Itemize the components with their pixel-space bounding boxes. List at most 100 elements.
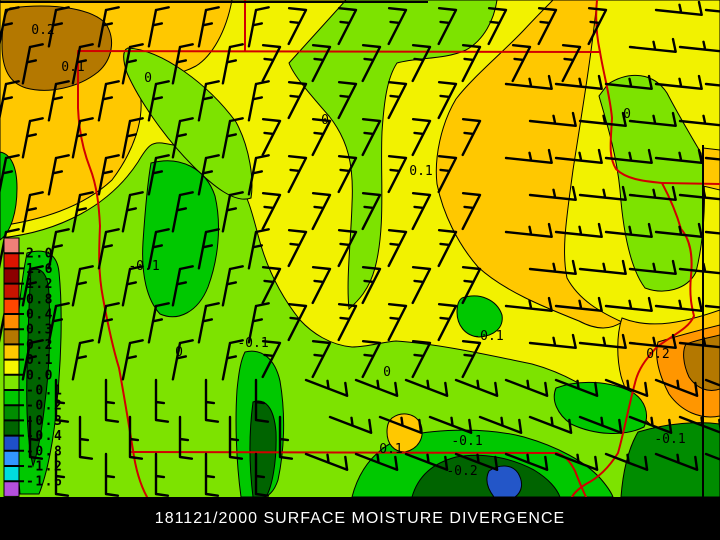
wind-barb — [54, 378, 70, 423]
wind-barb — [247, 228, 270, 270]
scale-label: 0.4 — [26, 308, 54, 323]
wind-barb — [71, 339, 94, 381]
wind-barb — [678, 188, 720, 201]
wind-barb — [511, 44, 532, 83]
wind-barb — [604, 74, 653, 90]
wind-barb — [21, 339, 44, 381]
wind-barb — [311, 340, 332, 379]
region-darkgreen-left-core — [26, 268, 51, 468]
contour-label: 0 — [175, 345, 183, 360]
wind-barb — [254, 452, 270, 497]
wind-barb — [197, 80, 220, 122]
wind-barb — [178, 415, 194, 460]
wind-barb — [287, 155, 308, 194]
wind-barb — [404, 378, 449, 397]
scale-color-box — [3, 419, 20, 437]
wind-barb — [278, 415, 294, 460]
wind-barb — [528, 333, 577, 349]
wind-barb — [628, 37, 677, 53]
wind-barb — [604, 148, 653, 164]
wind-barb — [54, 452, 70, 497]
wind-barb — [311, 192, 332, 231]
wind-barb — [604, 222, 653, 238]
wind-barb — [121, 43, 144, 85]
wind-barb — [387, 6, 408, 46]
wind-barb — [404, 452, 449, 471]
contour-label: -0.1 — [451, 434, 482, 449]
wind-barb — [654, 296, 703, 312]
scale-label: -0.4 — [26, 429, 63, 444]
scale-color-box — [3, 283, 20, 300]
scale-color-box — [3, 389, 20, 406]
wind-barb — [487, 6, 508, 46]
wind-barb — [311, 266, 332, 305]
wind-barb — [147, 154, 170, 196]
wind-barb — [504, 452, 549, 471]
wind-barb — [604, 378, 649, 397]
wind-barb — [578, 259, 627, 275]
wind-barb — [354, 452, 399, 471]
wind-barb — [337, 303, 358, 342]
wind-barb — [28, 415, 44, 460]
scale-color-box — [3, 480, 20, 497]
wind-barb — [71, 191, 94, 233]
contour-label: 0.1 — [409, 164, 432, 179]
wind-barb — [204, 378, 220, 423]
wind-barb — [47, 228, 70, 270]
contour-label: 0.1 — [61, 60, 84, 75]
scale-label: 2.0 — [26, 247, 54, 262]
wind-barb — [361, 340, 382, 379]
wind-barb — [604, 296, 653, 312]
wind-barb — [437, 303, 458, 342]
contour-label: 0.2 — [646, 347, 669, 362]
wind-barb — [504, 74, 553, 90]
wind-barb — [261, 266, 282, 305]
wind-barb — [21, 117, 44, 159]
wind-barb — [97, 80, 120, 122]
scale-label: -0.1 — [26, 384, 63, 399]
wind-barb — [537, 6, 558, 46]
wind-barb — [71, 117, 94, 159]
wind-barb — [678, 262, 720, 275]
wind-barb — [578, 111, 627, 127]
wind-barb — [361, 266, 382, 305]
wind-barb — [654, 452, 699, 471]
scale-label: -0.8 — [26, 444, 63, 459]
wind-barb — [311, 44, 332, 83]
contour-label: 0.1 — [379, 442, 402, 457]
wind-barb — [461, 266, 482, 305]
wind-barb — [171, 191, 194, 233]
scale-label: 1.6 — [26, 262, 54, 277]
wind-barb — [437, 229, 458, 268]
wind-barb — [461, 340, 482, 379]
contour-label: -0.1 — [128, 259, 159, 274]
wind-barb — [678, 40, 720, 53]
wind-barb — [147, 6, 170, 48]
wind-barb — [287, 81, 308, 120]
wind-barb — [0, 6, 20, 47]
scale-label: -0.3 — [26, 414, 63, 429]
wind-barb — [528, 259, 577, 275]
scale-label: -1.6 — [26, 475, 63, 490]
wind-barb — [461, 118, 482, 157]
wind-barb — [628, 259, 677, 275]
region-green-rightcenter-blob — [456, 295, 503, 338]
wind-barb — [504, 296, 553, 312]
wind-barb — [604, 452, 649, 471]
region-brown-topleft — [1, 5, 113, 91]
region-chartreuse-tongue-right — [598, 74, 705, 292]
wind-barb — [78, 415, 94, 460]
wind-barb — [0, 80, 20, 121]
wind-barb — [387, 81, 408, 120]
wind-barb — [0, 154, 20, 195]
scale-label: 0.3 — [26, 323, 54, 338]
wind-barb — [97, 228, 120, 270]
wind-barb — [587, 6, 608, 46]
wind-barbs — [0, 0, 720, 497]
wind-barb — [678, 114, 720, 127]
wind-barb — [221, 43, 244, 85]
wind-barb — [21, 191, 44, 233]
scale-label: -0.2 — [26, 399, 63, 414]
scale-color-box — [3, 267, 20, 285]
region-brown-bottomright — [683, 334, 720, 391]
